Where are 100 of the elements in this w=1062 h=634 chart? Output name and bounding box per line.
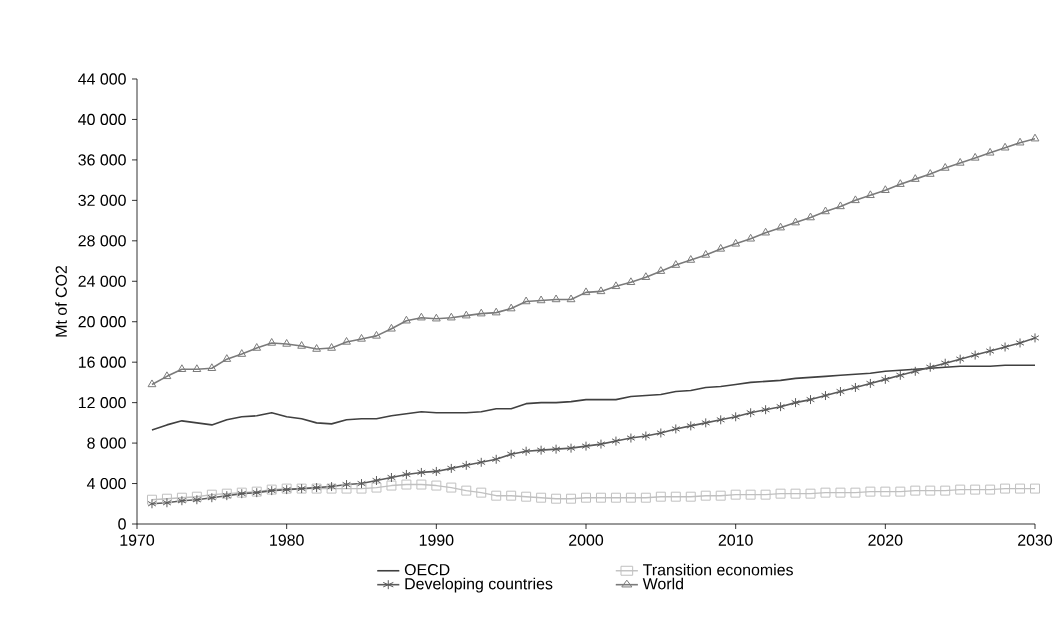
point — [566, 443, 576, 454]
point — [895, 370, 905, 381]
point — [880, 374, 890, 385]
legend-label: Transition economies — [643, 563, 793, 576]
point — [416, 479, 427, 490]
point — [461, 485, 472, 496]
point — [491, 490, 502, 501]
point — [910, 174, 920, 182]
point — [207, 363, 217, 371]
point — [701, 249, 711, 258]
point — [1015, 483, 1026, 494]
point — [491, 307, 501, 316]
point — [716, 243, 726, 252]
point — [970, 484, 981, 495]
point — [955, 354, 965, 365]
point — [596, 439, 606, 450]
point — [925, 362, 935, 373]
y-tick-label: 16 000 — [78, 356, 126, 368]
point — [731, 238, 741, 247]
point — [356, 483, 367, 494]
point — [655, 491, 666, 502]
point — [806, 212, 815, 221]
point — [880, 486, 891, 497]
point — [1000, 483, 1011, 494]
point — [461, 310, 471, 319]
point — [267, 337, 277, 346]
y-tick-label: 12 000 — [78, 397, 126, 409]
point — [566, 493, 577, 504]
point — [581, 287, 591, 296]
point — [536, 445, 546, 456]
y-axis-title: Mt of CO2 — [55, 265, 67, 337]
point — [357, 333, 366, 342]
point — [731, 411, 741, 422]
point — [402, 315, 411, 324]
point — [1030, 133, 1040, 142]
point — [536, 295, 546, 304]
y-tick-label: 36 000 — [78, 154, 126, 166]
point — [372, 475, 381, 486]
point — [506, 449, 516, 460]
point — [521, 491, 532, 502]
point — [715, 490, 726, 501]
point — [1015, 137, 1025, 146]
point — [955, 484, 966, 495]
point — [162, 371, 172, 380]
point — [851, 382, 860, 393]
point — [806, 394, 815, 405]
point — [222, 354, 232, 362]
point — [611, 281, 621, 290]
point — [640, 492, 651, 503]
point — [327, 343, 336, 351]
point — [282, 338, 292, 347]
y-tick-label: 4 000 — [86, 477, 126, 490]
point — [521, 446, 531, 457]
point — [716, 414, 726, 425]
legend-label: Developing countries — [405, 577, 553, 593]
point — [387, 472, 396, 483]
point — [745, 489, 756, 500]
point — [416, 467, 426, 478]
point — [372, 330, 381, 339]
point — [776, 401, 785, 412]
point — [386, 480, 397, 491]
point — [910, 366, 920, 377]
y-tick-label: 44 000 — [78, 73, 126, 85]
point — [461, 460, 471, 471]
point — [147, 379, 157, 388]
point — [476, 457, 486, 468]
point — [161, 493, 172, 504]
point — [835, 487, 846, 498]
point — [476, 308, 486, 317]
point — [940, 358, 950, 369]
point — [940, 485, 951, 496]
point — [1030, 483, 1040, 494]
point — [147, 498, 157, 509]
y-tick-label: 40 000 — [78, 113, 126, 126]
point — [671, 423, 681, 434]
x-tick-label: 1980 — [270, 534, 304, 546]
point — [850, 487, 861, 498]
y-tick-label: 20 000 — [78, 316, 126, 328]
point — [761, 227, 770, 236]
point — [851, 195, 860, 204]
point — [401, 479, 412, 490]
point — [595, 492, 606, 503]
point — [446, 463, 456, 474]
point — [940, 163, 950, 171]
x-tick-label: 2020 — [868, 534, 903, 546]
point — [312, 344, 321, 352]
point — [836, 201, 845, 210]
point — [895, 486, 906, 497]
point — [626, 277, 636, 286]
point — [685, 491, 696, 502]
point — [701, 417, 711, 428]
point — [611, 436, 621, 447]
point — [985, 147, 995, 156]
point — [237, 349, 247, 357]
point — [431, 466, 441, 477]
y-tick-label: 28 000 — [78, 235, 126, 247]
point — [925, 169, 935, 177]
point — [776, 222, 785, 231]
y-tick-label: 0 — [118, 518, 126, 530]
point — [387, 323, 396, 332]
